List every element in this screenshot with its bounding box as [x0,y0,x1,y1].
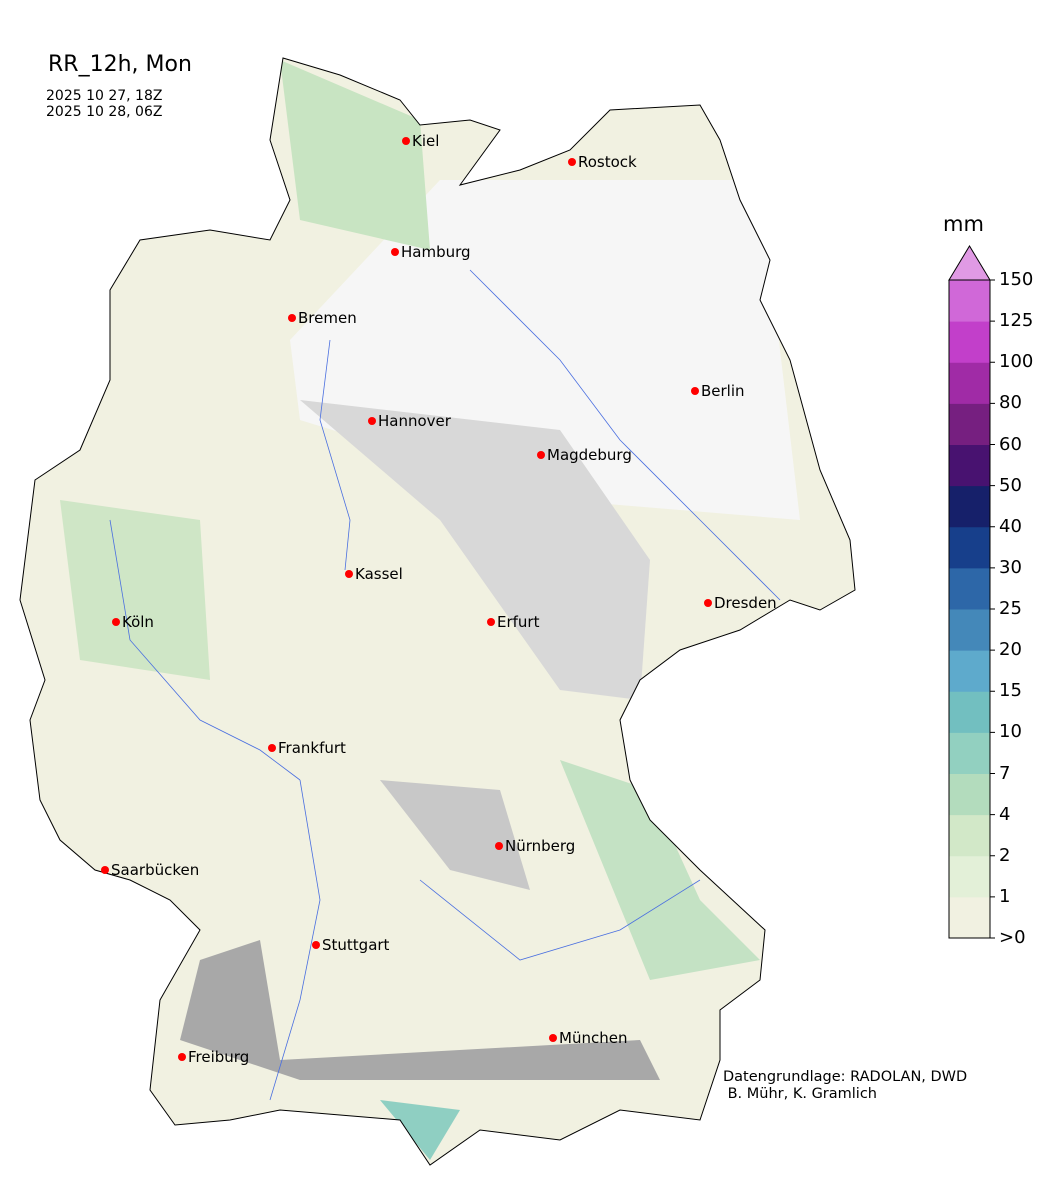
colorbar-segment [949,526,990,569]
colorbar-tick-label: 30 [999,556,1022,578]
city-marker [312,941,320,949]
colorbar-unit: mm [943,212,984,236]
colorbar-tick-label: 7 [999,762,1011,784]
colorbar-segment [949,650,990,692]
city-label: Stuttgart [322,936,390,954]
colorbar-tick-label: 80 [999,392,1022,414]
rivers [109,269,781,1101]
city-label: Dresden [714,594,777,612]
city-marker [537,451,545,459]
city-label: Frankfurt [278,739,346,757]
city-marker [112,618,120,626]
colorbar-tick-label: >0 [999,927,1026,948]
city-marker [691,387,699,395]
city-label: Nürnberg [505,837,576,855]
city-label: Kassel [355,565,403,583]
city-marker [549,1034,557,1042]
city-label: Köln [122,613,154,631]
colorbar-segment [949,732,990,774]
city-marker [495,842,503,850]
colorbar-tick-label: 20 [999,639,1022,661]
city-label: Saarbücken [111,861,200,879]
colorbar-segment [949,321,990,363]
period-start: 2025 10 27, 18Z [46,88,163,104]
colorbar-tick-label: 125 [999,310,1034,332]
city-label: Berlin [701,382,745,400]
city-label: Kiel [412,132,440,150]
colorbar-segment [949,855,990,898]
city-label: Hamburg [401,243,471,261]
colorbar-segment [949,814,990,857]
period-end: 2025 10 28, 06Z [46,104,163,120]
city-marker [368,417,376,425]
city-marker [487,618,495,626]
city-label: Erfurt [497,613,540,631]
colorbar-tick-label: 15 [999,680,1022,702]
colorbar-segment [949,773,990,816]
city-marker [402,137,410,145]
city-marker [568,158,576,166]
colorbar-tick-label: 60 [999,433,1022,455]
map-title: RR_12h, Mon [48,52,192,77]
colorbar-tick-label: 25 [999,598,1022,619]
city-label: Rostock [578,153,637,171]
credit-line1: Datengrundlage: RADOLAN, DWD [723,1069,968,1085]
colorbar-segment [949,896,990,939]
colorbar-segment [949,567,990,610]
city-label: Freiburg [188,1048,250,1066]
colorbar-segment [949,691,990,733]
city-label: Bremen [298,309,357,327]
city-marker [391,248,399,256]
city-marker [345,570,353,578]
colorbar-extend-arrow [948,245,991,281]
city-label: München [559,1029,628,1047]
colorbar-segment [949,280,990,322]
colorbar-segment [949,444,990,487]
colorbar-segment [949,403,990,445]
colorbar-tick-label: 50 [999,474,1022,496]
city-marker [704,599,712,607]
credit: Datengrundlage: RADOLAN, DWD B. Mühr, K.… [723,1069,967,1103]
credit-line2: B. Mühr, K. Gramlich [723,1086,877,1102]
colorbar-tick-label: 2 [999,844,1011,866]
city-label: Magdeburg [547,446,632,464]
colorbar-segment [949,362,990,404]
colorbar-tick-label: 40 [999,515,1022,537]
city-marker [178,1053,186,1061]
city-marker [288,314,296,322]
colorbar [948,245,995,939]
city-marker [101,866,109,874]
colorbar-tick-label: 150 [999,269,1034,290]
colorbar-tick-label: 1 [999,885,1011,907]
colorbar-segment [949,485,990,528]
city-label: Hannover [378,412,451,430]
colorbar-segment [949,609,990,651]
city-marker [268,744,276,752]
city-markers [101,137,712,1061]
colorbar-tick-label: 10 [999,721,1022,743]
colorbar-tick-label: 4 [999,803,1011,825]
colorbar-tick-label: 100 [999,351,1034,373]
